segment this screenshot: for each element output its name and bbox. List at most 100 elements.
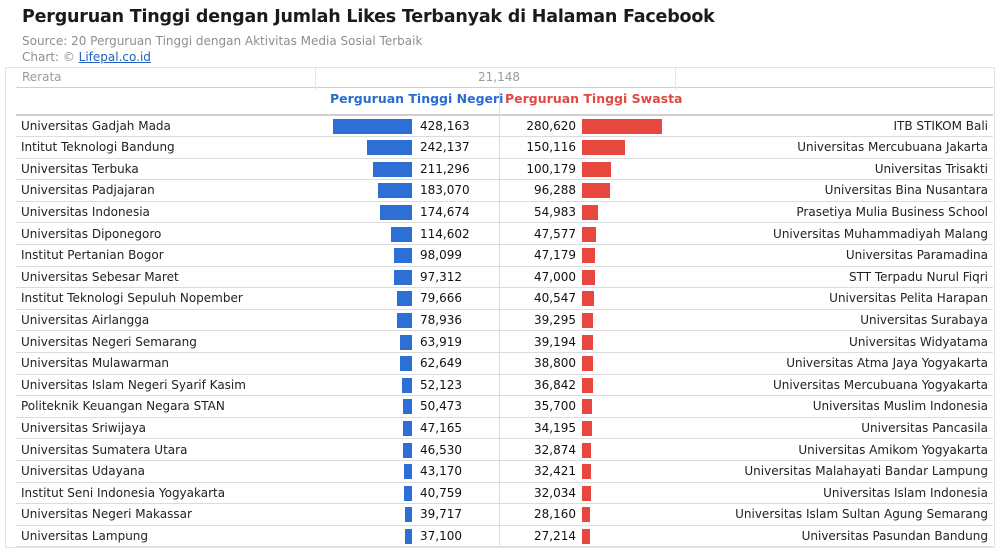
- table-row: Universitas Lampung 37,100 27,214 Universit…: [16, 526, 993, 548]
- negeri-bar: [403, 442, 412, 458]
- swasta-value-label: 38,800: [534, 356, 576, 371]
- negeri-bar: [402, 377, 412, 393]
- negeri-bar: [403, 420, 412, 436]
- swasta-value-label: 280,620: [526, 118, 576, 133]
- negeri-bar: [390, 226, 412, 242]
- swasta-value-label: 34,195: [534, 420, 576, 435]
- negeri-bar: [405, 528, 412, 544]
- swasta-value-label: 27,214: [534, 528, 576, 543]
- swasta-bar: [582, 204, 598, 220]
- swasta-bar: [582, 312, 594, 328]
- negeri-university-name: Intitut Teknologi Bandung: [21, 140, 175, 155]
- negeri-value-label: 114,602: [420, 226, 470, 241]
- negeri-university-name: Institut Pertanian Bogor: [21, 248, 164, 263]
- column-divider: [675, 68, 676, 90]
- table-row: Universitas Diponegoro 114,602 47,577 Unive…: [16, 224, 993, 246]
- negeri-bar: [393, 248, 412, 264]
- swasta-bar: [582, 226, 596, 242]
- negeri-university-name: Universitas Negeri Semarang: [21, 334, 197, 349]
- swasta-bar: [582, 442, 592, 458]
- swasta-university-name: Prasetiya Mulia Business School: [796, 204, 988, 219]
- negeri-university-name: Universitas Udayana: [21, 464, 146, 479]
- swasta-value-label: 39,194: [534, 334, 576, 349]
- swasta-university-name: Universitas Mercubuana Jakarta: [797, 140, 988, 155]
- credit-prefix: Chart: ©: [22, 50, 79, 64]
- negeri-bar: [397, 291, 412, 307]
- negeri-university-name: Universitas Indonesia: [21, 204, 150, 219]
- swasta-university-name: Universitas Paramadina: [845, 248, 988, 263]
- credit-link[interactable]: Lifepal.co.id: [78, 50, 151, 64]
- credit-line: Chart: © Lifepal.co.id: [22, 50, 151, 64]
- table-row: Universitas Negeri Makassar 39,717 28,160 U…: [16, 504, 993, 526]
- header-divider: [16, 114, 993, 116]
- negeri-bar: [367, 140, 412, 156]
- swasta-university-name: Universitas Bina Nusantara: [824, 183, 988, 198]
- negeri-value-label: 242,137: [420, 140, 470, 155]
- negeri-value-label: 50,473: [420, 399, 462, 414]
- table-row: Universitas Terbuka 211,296 100,179 Univers…: [16, 159, 993, 181]
- negeri-university-name: Universitas Diponegoro: [21, 226, 162, 241]
- negeri-value-label: 39,717: [420, 507, 462, 522]
- swasta-value-label: 47,000: [534, 269, 576, 284]
- swasta-value-label: 32,421: [534, 464, 576, 479]
- negeri-bar: [373, 161, 412, 177]
- swasta-value-label: 40,547: [534, 291, 576, 306]
- negeri-value-label: 46,530: [420, 442, 462, 457]
- center-divider: [499, 89, 500, 547]
- swasta-bar: [582, 528, 590, 544]
- negeri-bar: [404, 485, 412, 501]
- table-row: Universitas Udayana 43,170 32,421 Universit…: [16, 461, 993, 483]
- average-value: 21,148: [478, 70, 520, 84]
- negeri-university-name: Universitas Sriwijaya: [21, 420, 147, 435]
- negeri-bar: [404, 507, 412, 523]
- table-frame: [5, 67, 995, 548]
- header-negeri: Perguruan Tinggi Negeri: [330, 91, 504, 106]
- swasta-university-name: STT Terpadu Nurul Fiqri: [848, 269, 988, 284]
- negeri-value-label: 40,759: [420, 485, 462, 500]
- negeri-bar: [378, 183, 412, 199]
- swasta-value-label: 39,295: [534, 312, 576, 327]
- average-label: Rerata: [22, 70, 62, 84]
- swasta-university-name: Universitas Islam Indonesia: [823, 485, 988, 500]
- column-divider: [315, 68, 316, 90]
- swasta-value-label: 150,116: [526, 140, 576, 155]
- negeri-bar: [400, 334, 412, 350]
- swasta-university-name: Universitas Trisakti: [874, 161, 988, 176]
- swasta-university-name: Universitas Atma Jaya Yogyakarta: [786, 356, 988, 371]
- table-row: Institut Pertanian Bogor 98,099 47,179 Univ…: [16, 245, 993, 267]
- swasta-university-name: Universitas Widyatama: [849, 334, 988, 349]
- table-row: Universitas Indonesia 174,674 54,983 Praset…: [16, 202, 993, 224]
- negeri-university-name: Institut Seni Indonesia Yogyakarta: [21, 485, 226, 500]
- swasta-value-label: 47,577: [534, 226, 576, 241]
- negeri-university-name: Universitas Sebesar Maret: [21, 269, 179, 284]
- table-row: Universitas Sriwijaya 47,165 34,195 Univers…: [16, 418, 993, 440]
- header-swasta: Perguruan Tinggi Swasta: [505, 91, 683, 106]
- negeri-value-label: 63,919: [420, 334, 462, 349]
- swasta-university-name: Universitas Muslim Indonesia: [812, 399, 988, 414]
- table-row: Universitas Gadjah Mada 428,163 280,620 ITB…: [16, 116, 993, 138]
- negeri-value-label: 98,099: [420, 248, 462, 263]
- swasta-bar: [582, 248, 596, 264]
- swasta-bar: [582, 291, 594, 307]
- table-row: Universitas Airlangga 78,936 39,295 Univers…: [16, 310, 993, 332]
- negeri-university-name: Universitas Lampung: [21, 528, 149, 543]
- negeri-value-label: 183,070: [420, 183, 470, 198]
- swasta-university-name: Universitas Pasundan Bandung: [801, 528, 988, 543]
- swasta-bar: [582, 140, 625, 156]
- swasta-bar: [582, 420, 592, 436]
- swasta-value-label: 32,034: [534, 485, 576, 500]
- swasta-university-name: Universitas Muhammadiyah Malang: [773, 226, 988, 241]
- negeri-value-label: 79,666: [420, 291, 462, 306]
- swasta-university-name: Universitas Amikom Yogyakarta: [798, 442, 988, 457]
- negeri-value-label: 174,674: [420, 204, 470, 219]
- swasta-value-label: 96,288: [534, 183, 576, 198]
- negeri-bar: [394, 269, 412, 285]
- swasta-bar: [582, 464, 592, 480]
- table-row: Institut Teknologi Sepuluh Nopember 79,66…: [16, 288, 993, 310]
- negeri-university-name: Universitas Islam Negeri Syarif Kasim: [21, 377, 246, 392]
- swasta-university-name: Universitas Islam Sultan Agung Semarang: [735, 507, 988, 522]
- negeri-bar: [333, 118, 412, 134]
- negeri-value-label: 47,165: [420, 420, 462, 435]
- table-row: Universitas Sumatera Utara 46,530 32,874 Un…: [16, 440, 993, 462]
